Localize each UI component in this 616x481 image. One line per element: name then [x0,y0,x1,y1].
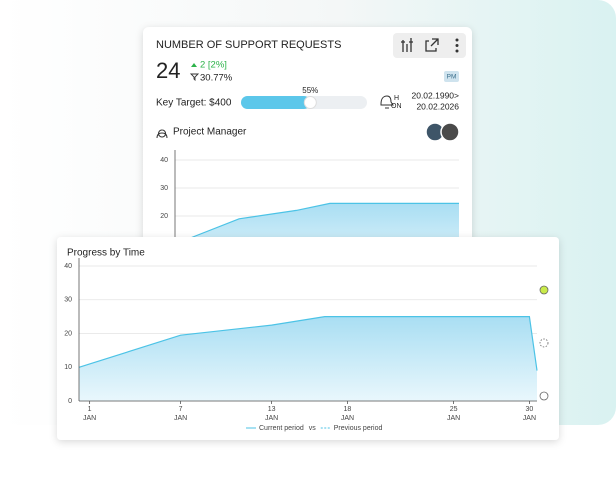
progress-fill [241,96,311,109]
progress-label: 55% [302,86,318,95]
progress-knob[interactable] [303,96,317,109]
y-tick-label: 30 [64,297,72,304]
toolbar[interactable] [393,33,466,58]
x-tick-sublabel: JAN [447,415,460,422]
owner: Project Manager [173,127,247,138]
menu-icon[interactable] [455,38,459,53]
freq: H [394,95,399,102]
y-tick-label: 0 [68,398,72,405]
card-title: NUMBER OF SUPPORT REQUESTS [156,39,341,51]
y-tick-label: 20 [64,330,72,337]
x-tick-sublabel: JAN [83,415,96,422]
x-tick-label: 30 [526,406,534,413]
x-tick-label: 13 [268,406,276,413]
x-tick-sublabel: JAN [265,415,278,422]
card-bg [143,27,472,257]
up-arrow [191,63,197,67]
line [78,316,538,371]
progress-card: Progress by Time 0 10 20 30 40 1 JAN 7 JAN 13 JAN 1… [57,237,559,440]
legend-label: Current period [259,425,304,432]
badge-bg [444,71,459,82]
status: ON [391,103,402,110]
date-from: 20.02.1990> [411,90,459,100]
avatar [440,122,460,142]
kpi-value: 24 [156,58,180,83]
chart-icon[interactable] [401,38,413,52]
key-target: Key Target: $400 [156,98,232,109]
y-tick-label: 40 [64,263,72,270]
legend-label: vs [309,425,317,432]
x-tick-label: 18 [344,406,352,413]
status-dot[interactable] [539,338,549,348]
user-icon [156,129,168,139]
x-tick-label: 1 [88,406,92,413]
kpi-card: NUMBER OF SUPPORT REQUESTS 24 2 [2%] 30.… [143,27,472,272]
x-tick-label: 7 [179,406,183,413]
filter-icon [189,73,200,82]
y-tick-label: 40 [160,157,168,164]
badge: PM [447,74,457,81]
bell-icon[interactable] [380,95,394,109]
kpi-change: 2 [2%] [200,60,227,71]
x-tick-sublabel: JAN [174,415,187,422]
status-dot[interactable] [539,391,549,401]
area [79,316,537,401]
date-to: 20.02.2026 [416,101,459,111]
y-tick-label: 30 [160,185,168,192]
x-tick-sublabel: JAN [341,415,354,422]
x-tick-sublabel: JAN [523,415,536,422]
x-tick-label: 25 [450,406,458,413]
status-dot[interactable] [539,285,549,295]
y-tick-label: 10 [64,364,72,371]
legend-label: Previous period [334,425,383,432]
y-tick-label: 20 [160,213,168,220]
chart-title: Progress by Time [67,248,145,259]
open-icon[interactable] [425,38,439,52]
line [174,202,459,245]
kpi-pct: 30.77% [200,73,233,84]
